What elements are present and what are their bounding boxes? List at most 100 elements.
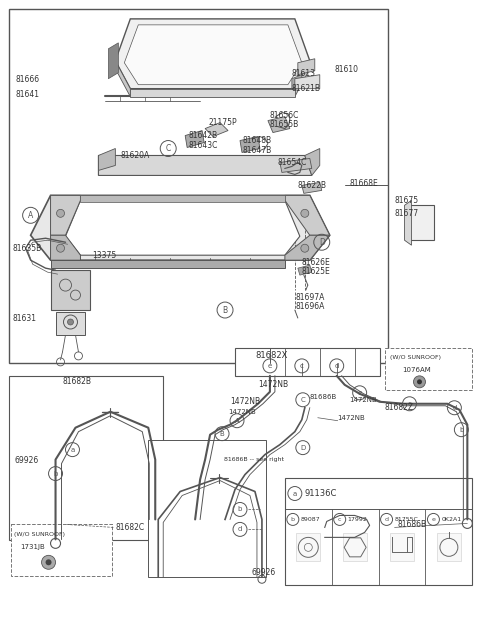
Text: 81635B: 81635B bbox=[12, 243, 42, 252]
Bar bbox=[148, 440, 266, 577]
Circle shape bbox=[57, 244, 64, 252]
Text: b: b bbox=[459, 427, 464, 433]
Text: d: d bbox=[384, 517, 389, 522]
Text: 81631: 81631 bbox=[12, 314, 36, 323]
Text: 81656C: 81656C bbox=[270, 111, 300, 120]
Bar bbox=[235, 348, 380, 376]
Polygon shape bbox=[81, 195, 285, 202]
Circle shape bbox=[68, 319, 73, 325]
Polygon shape bbox=[298, 265, 312, 275]
Polygon shape bbox=[65, 200, 300, 255]
Text: B: B bbox=[220, 431, 225, 437]
Circle shape bbox=[42, 555, 56, 569]
Circle shape bbox=[46, 559, 51, 565]
Text: 1472NB: 1472NB bbox=[230, 397, 260, 406]
Text: 81675: 81675 bbox=[395, 196, 419, 205]
Text: 81682C: 81682C bbox=[115, 523, 144, 532]
Text: 81620A: 81620A bbox=[120, 151, 150, 160]
Polygon shape bbox=[98, 155, 312, 175]
Text: 81654C: 81654C bbox=[278, 158, 307, 167]
Text: 81625E: 81625E bbox=[302, 267, 331, 276]
Text: 91136C: 91136C bbox=[305, 489, 337, 498]
Text: C: C bbox=[166, 144, 171, 153]
Text: e: e bbox=[432, 517, 435, 522]
Text: c: c bbox=[300, 363, 304, 369]
Text: (W/O SUNROOF): (W/O SUNROOF) bbox=[390, 355, 441, 361]
Polygon shape bbox=[130, 89, 295, 97]
Polygon shape bbox=[280, 158, 312, 173]
Text: b: b bbox=[238, 506, 242, 513]
Polygon shape bbox=[56, 312, 85, 335]
Text: 17992: 17992 bbox=[348, 517, 368, 522]
Text: d: d bbox=[452, 404, 456, 411]
Text: b: b bbox=[291, 517, 295, 522]
Text: 69926: 69926 bbox=[15, 456, 39, 465]
Text: 81648B: 81648B bbox=[243, 136, 272, 145]
Bar bbox=[9, 9, 387, 363]
Polygon shape bbox=[305, 149, 320, 175]
Polygon shape bbox=[205, 122, 228, 137]
Polygon shape bbox=[50, 270, 90, 310]
Text: 81682Z: 81682Z bbox=[384, 403, 414, 412]
Text: 81641: 81641 bbox=[16, 90, 40, 99]
Text: 0K2A1: 0K2A1 bbox=[442, 517, 462, 522]
Text: 81686B: 81686B bbox=[397, 520, 427, 529]
Text: 81643C: 81643C bbox=[188, 141, 217, 150]
Text: 1472NB: 1472NB bbox=[338, 415, 365, 421]
Text: e: e bbox=[268, 363, 272, 369]
Polygon shape bbox=[240, 137, 260, 153]
Circle shape bbox=[413, 376, 425, 388]
Text: A: A bbox=[235, 418, 240, 424]
Text: 81686B: 81686B bbox=[310, 393, 337, 400]
Polygon shape bbox=[50, 235, 81, 260]
Polygon shape bbox=[292, 75, 302, 89]
Text: 21175P: 21175P bbox=[208, 118, 237, 127]
Text: 81613: 81613 bbox=[292, 69, 316, 78]
Polygon shape bbox=[185, 131, 204, 147]
Text: 81626E: 81626E bbox=[302, 258, 331, 267]
Polygon shape bbox=[390, 533, 414, 562]
Polygon shape bbox=[343, 533, 367, 562]
Text: 81622B: 81622B bbox=[298, 181, 327, 190]
Polygon shape bbox=[295, 61, 310, 97]
Text: 81647B: 81647B bbox=[243, 146, 272, 155]
Circle shape bbox=[301, 244, 309, 252]
Polygon shape bbox=[285, 195, 330, 235]
Polygon shape bbox=[298, 59, 315, 75]
Text: a: a bbox=[293, 491, 297, 497]
Text: 1076AM: 1076AM bbox=[403, 367, 431, 373]
Text: 89087: 89087 bbox=[301, 517, 321, 522]
Text: 81697A: 81697A bbox=[296, 292, 325, 301]
Polygon shape bbox=[437, 533, 461, 562]
Bar bbox=[11, 524, 112, 576]
Circle shape bbox=[57, 209, 64, 217]
Text: 81686B -- see right: 81686B -- see right bbox=[224, 457, 284, 462]
Text: 1472NB: 1472NB bbox=[350, 397, 377, 402]
Text: a: a bbox=[71, 447, 74, 453]
Polygon shape bbox=[296, 533, 320, 562]
Polygon shape bbox=[50, 260, 285, 268]
Text: 81668E: 81668E bbox=[350, 179, 378, 188]
Circle shape bbox=[301, 209, 309, 217]
Polygon shape bbox=[31, 195, 330, 260]
Text: A: A bbox=[28, 211, 33, 220]
Text: d: d bbox=[238, 526, 242, 533]
Text: C: C bbox=[300, 397, 305, 402]
Text: 81696A: 81696A bbox=[296, 301, 325, 310]
Polygon shape bbox=[285, 235, 330, 260]
Text: b: b bbox=[53, 471, 58, 477]
Text: (W/O SUNROOF): (W/O SUNROOF) bbox=[13, 532, 65, 537]
Text: 13375: 13375 bbox=[93, 251, 117, 260]
Text: 81610: 81610 bbox=[335, 65, 359, 74]
Text: e: e bbox=[358, 390, 362, 396]
Polygon shape bbox=[108, 43, 119, 79]
Text: c: c bbox=[338, 517, 341, 522]
Bar bbox=[9, 376, 163, 540]
Polygon shape bbox=[115, 61, 130, 97]
Polygon shape bbox=[115, 19, 310, 89]
Text: d: d bbox=[335, 363, 339, 369]
Bar bbox=[384, 348, 472, 390]
Polygon shape bbox=[405, 205, 434, 240]
Text: 81642B: 81642B bbox=[188, 131, 217, 140]
Text: 1472NB: 1472NB bbox=[228, 409, 256, 415]
